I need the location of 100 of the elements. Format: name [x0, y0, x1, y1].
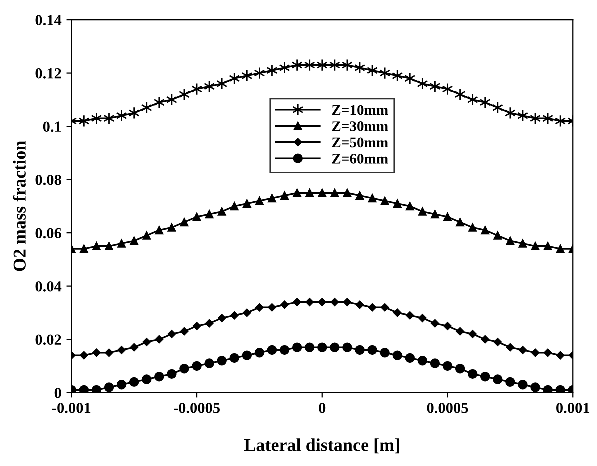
point [230, 353, 240, 364]
point [242, 350, 252, 360]
point [506, 343, 515, 352]
point [455, 364, 466, 374]
y-tick-label: 0.02 [36, 334, 62, 346]
point [280, 192, 289, 200]
point [293, 188, 302, 198]
point [543, 385, 553, 393]
point [380, 196, 390, 206]
point [342, 342, 352, 352]
point [279, 62, 290, 74]
point [280, 345, 290, 356]
point [368, 345, 378, 356]
point [92, 242, 101, 251]
legend-label: Z=50mm [332, 138, 388, 148]
point [418, 356, 428, 366]
point [392, 70, 404, 82]
point [380, 67, 391, 80]
point [468, 224, 477, 232]
point [243, 308, 252, 318]
point [217, 356, 227, 366]
y-tick-label: 0.04 [36, 281, 62, 292]
point [316, 59, 328, 72]
point [154, 96, 165, 109]
point [393, 308, 402, 318]
x-axis-title: Lateral distance [m] [244, 438, 400, 454]
point [481, 226, 490, 235]
point [467, 94, 478, 106]
point [229, 72, 240, 85]
point [555, 114, 566, 128]
point [180, 364, 190, 374]
point [518, 240, 528, 248]
point [266, 64, 278, 77]
point [118, 240, 126, 248]
point [256, 303, 264, 312]
point [105, 242, 114, 251]
point [142, 374, 152, 384]
point [406, 202, 414, 211]
y-tick-label: 0.14 [36, 15, 62, 26]
point [80, 351, 88, 360]
point [329, 59, 340, 72]
point [130, 236, 138, 246]
point [242, 200, 252, 208]
point [155, 226, 164, 235]
point [481, 335, 490, 344]
point [468, 330, 477, 338]
point [454, 88, 466, 101]
point [531, 242, 540, 251]
point [380, 303, 390, 312]
point [192, 361, 202, 372]
point [506, 236, 515, 246]
x-tick-label: 0 [319, 403, 326, 414]
point [406, 311, 414, 320]
point [204, 358, 214, 368]
point [192, 322, 202, 330]
point [268, 194, 276, 203]
point [442, 361, 453, 372]
point [142, 338, 151, 346]
point [141, 102, 152, 114]
point [180, 218, 189, 227]
point [118, 346, 126, 354]
point [254, 348, 265, 358]
y-axis-title: O2 mass fraction [13, 141, 26, 272]
point [556, 351, 565, 360]
point [304, 59, 316, 72]
point [104, 382, 114, 392]
point [318, 188, 327, 198]
point [318, 298, 327, 306]
point [330, 342, 340, 352]
point [330, 298, 340, 306]
y-tick-label: 0.08 [36, 174, 62, 186]
point [380, 348, 390, 358]
point [142, 232, 152, 240]
point [431, 319, 440, 328]
point [268, 303, 276, 312]
point [418, 208, 427, 216]
point [494, 338, 502, 346]
legend-label: Z=10mm [332, 105, 388, 116]
point [418, 314, 427, 322]
point [218, 208, 226, 216]
y-tick-label: 0.12 [36, 68, 62, 79]
x-tick-label: 0.0005 [427, 403, 468, 414]
point [280, 300, 289, 310]
point [256, 196, 264, 206]
point [192, 212, 202, 222]
point [518, 380, 528, 390]
point [355, 345, 365, 356]
point [306, 188, 314, 198]
point [456, 327, 464, 336]
x-tick-label: 0.001 [556, 403, 590, 414]
point [393, 200, 402, 208]
point [242, 70, 253, 82]
legend-label: Z=60mm [332, 154, 388, 164]
point [368, 303, 377, 312]
point [78, 114, 90, 128]
point [544, 348, 552, 358]
point [230, 311, 239, 320]
point [404, 72, 416, 85]
point [417, 78, 428, 90]
point [306, 298, 314, 306]
